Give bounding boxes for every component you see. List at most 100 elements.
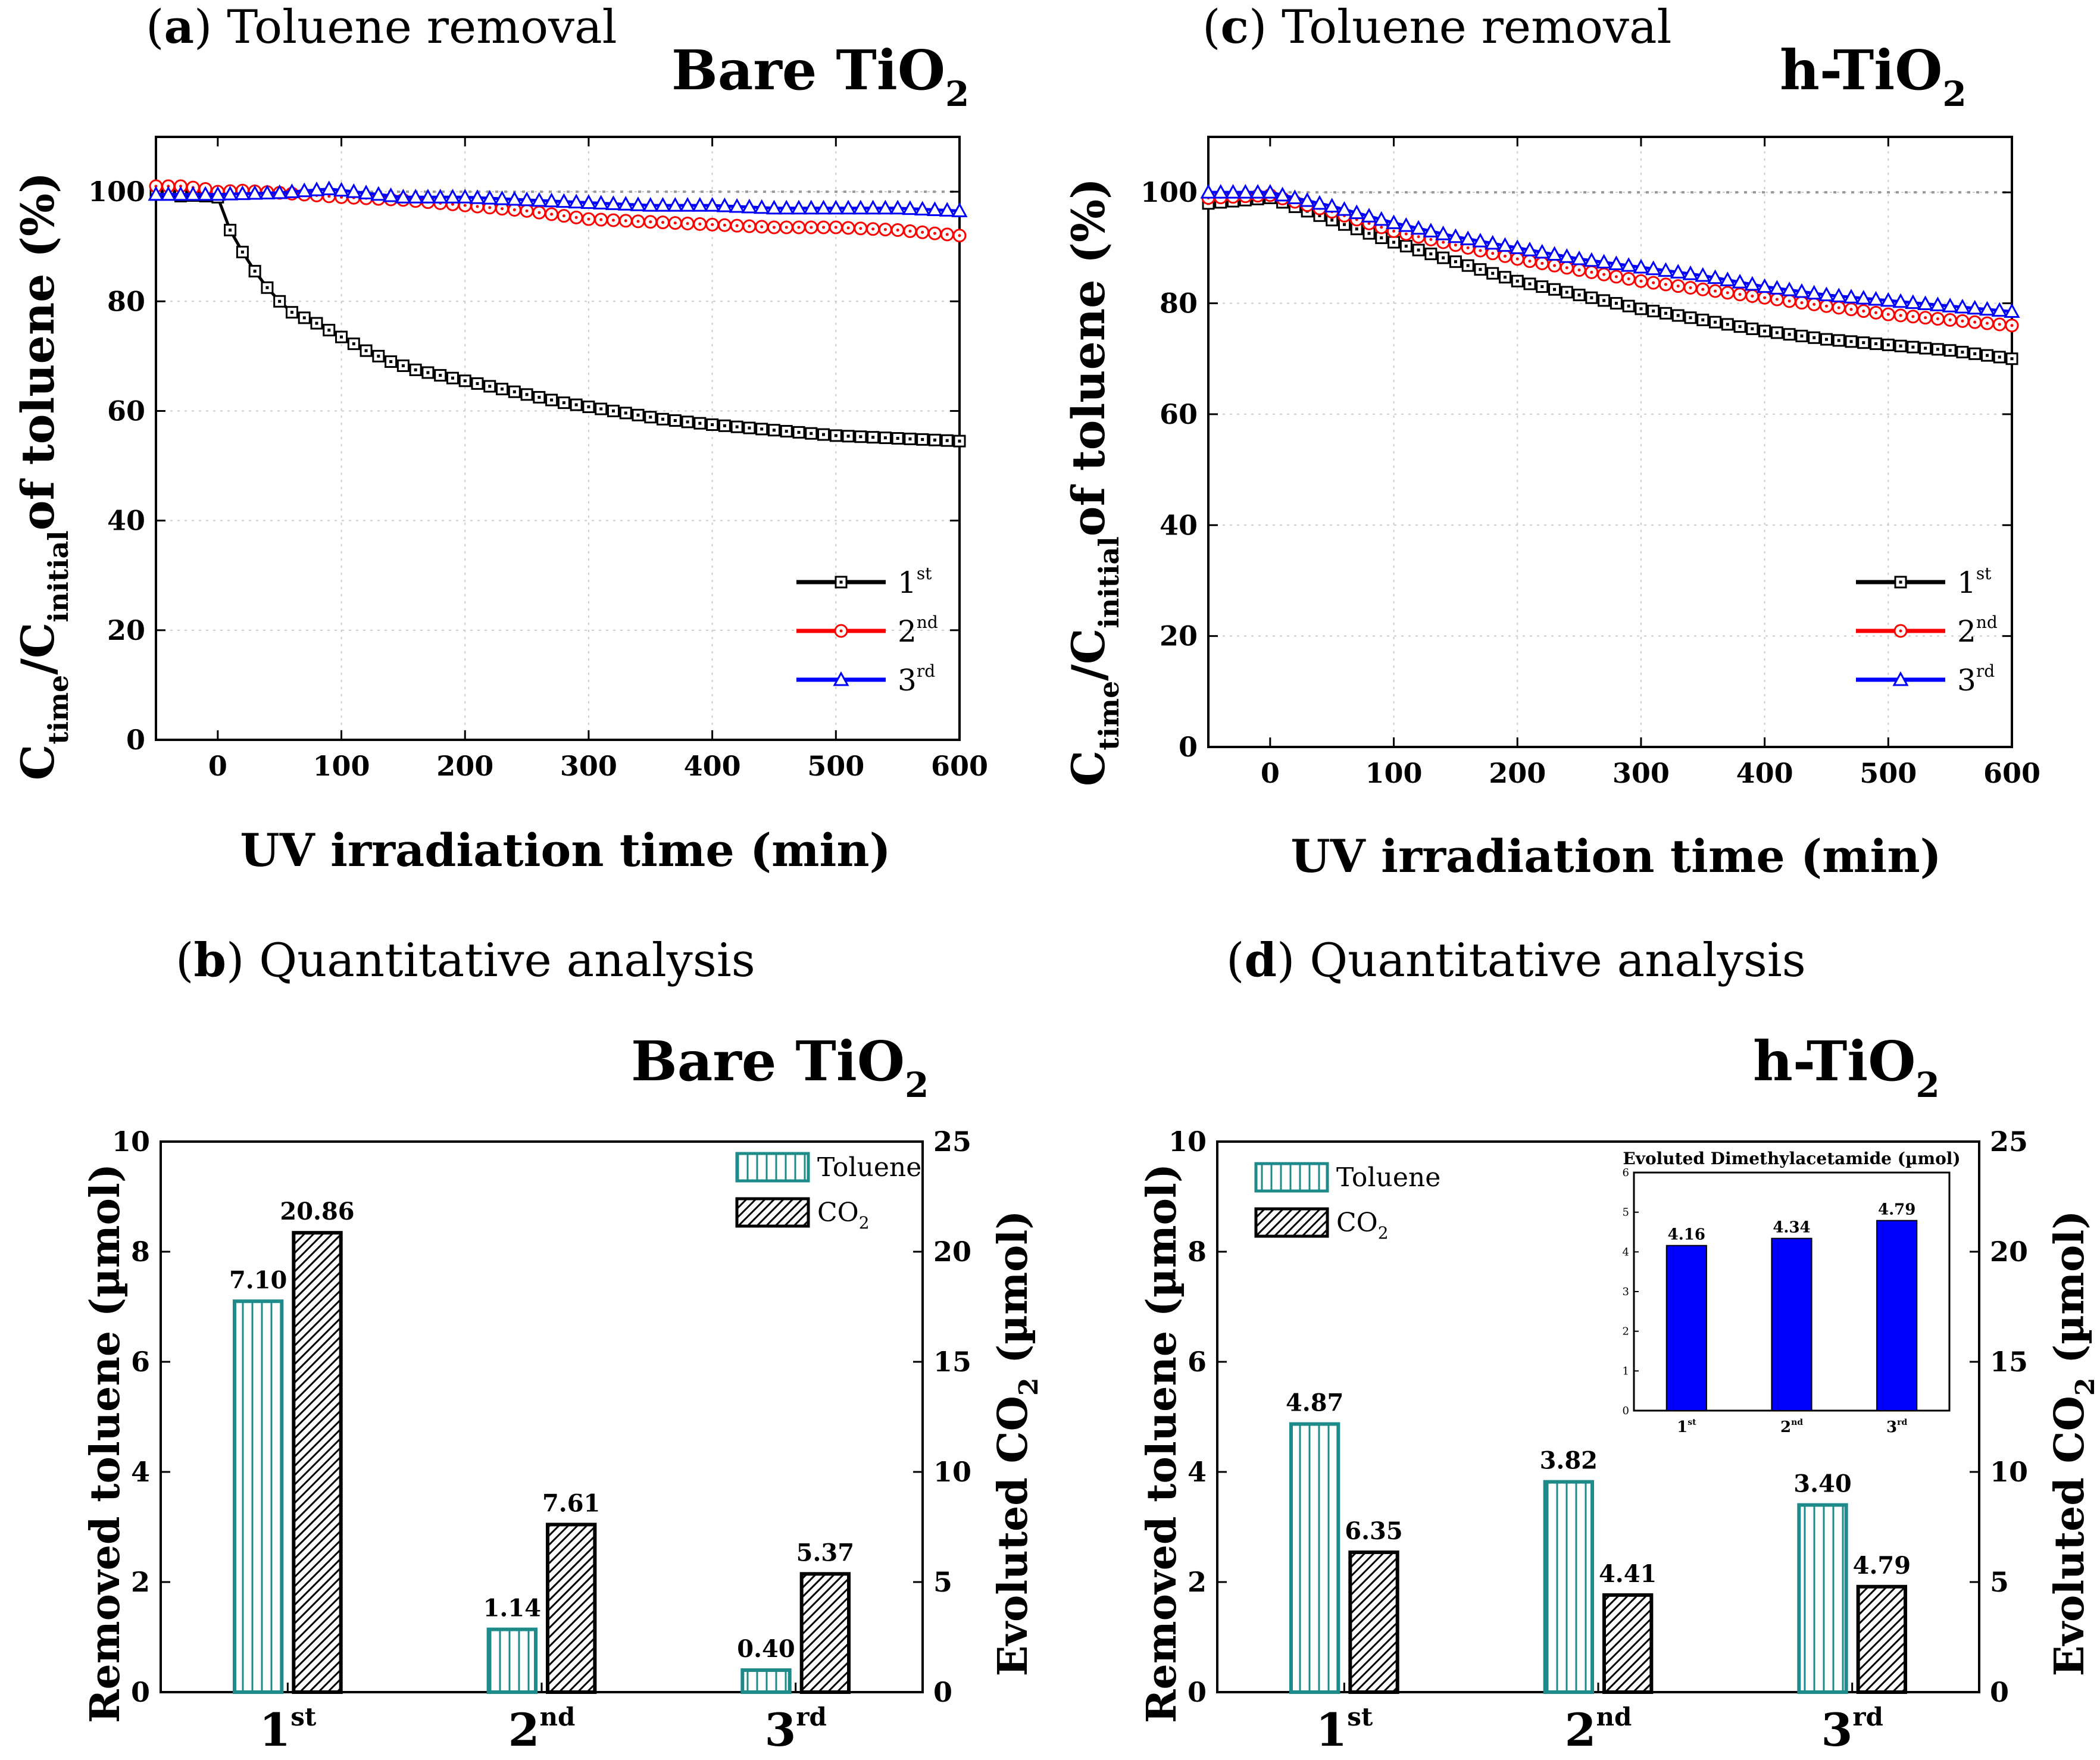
series-1st-point-dot — [1998, 355, 2001, 359]
series-3rd-point — [2004, 303, 2020, 318]
series-1st-point-dot — [673, 419, 677, 423]
series-3rd-point — [1744, 276, 1761, 291]
legend-marker — [833, 671, 849, 686]
series-3rd-point — [765, 199, 782, 215]
series-3rd-point — [865, 199, 882, 215]
data-label-toluene: 7.10 — [229, 1266, 287, 1294]
series-1st-point-dot — [525, 393, 529, 396]
series-1st-point-dot — [501, 387, 504, 391]
series-3rd-point — [494, 190, 511, 205]
series-1st-point-dot — [1824, 337, 1828, 341]
series-2nd-point-dot — [1763, 296, 1767, 299]
series-3rd-point — [1485, 235, 1501, 250]
series-2nd-point-dot — [1800, 301, 1804, 305]
y-tick-label: 4 — [131, 1456, 150, 1488]
series-1st-point-dot — [401, 364, 405, 367]
series-1st-point-dot — [1726, 323, 1729, 326]
y-tick-label: 100 — [88, 176, 145, 208]
series-2nd-point-dot — [711, 223, 714, 226]
inset-x-tick-label: 2nd — [1780, 1418, 1803, 1436]
series-3rd-point — [790, 199, 807, 215]
series-2nd-point-dot — [1528, 260, 1532, 263]
series-3rd-point — [1274, 186, 1291, 202]
series-3rd-point — [432, 189, 449, 204]
series-2nd-point-dot — [1689, 286, 1692, 289]
series-2nd-point-dot — [1911, 315, 1915, 318]
series-3rd-point — [1695, 267, 1711, 282]
series-2nd-point-dot — [723, 223, 726, 227]
series-3rd-point — [345, 183, 362, 198]
series-1st-point-dot — [439, 374, 442, 377]
series-3rd-point — [185, 186, 201, 201]
bar-toluene — [486, 1627, 538, 1695]
x-tick-label: 2nd — [1565, 1702, 1632, 1756]
x-tick-label: 200 — [1489, 757, 1546, 789]
y-tick-label-right: 25 — [933, 1126, 971, 1158]
series-3rd-point — [457, 189, 473, 204]
data-label-toluene: 3.40 — [1793, 1470, 1851, 1498]
series-1st-point-dot — [1886, 343, 1890, 346]
inset-bar — [1665, 1245, 1707, 1412]
series-3rd-point — [531, 192, 548, 207]
series-2nd-point-dot — [1714, 289, 1717, 293]
bar-co2 — [1602, 1593, 1654, 1695]
series-1st-point-dot — [240, 250, 244, 254]
series-3rd-point — [1398, 217, 1414, 232]
series-1st-point-dot — [302, 316, 306, 320]
series-3rd-point — [308, 181, 325, 196]
series-3rd-point — [518, 191, 535, 207]
series-2nd-point-dot — [1404, 232, 1408, 236]
series-1st-point-dot — [785, 430, 788, 433]
panel-c-line-chart: 0 100 200 300 400 500 600 0 20 40 60 80 100 1st 2nd 3rd — [1140, 136, 2040, 789]
series-3rd-point — [1386, 214, 1402, 229]
series-3rd-point — [1460, 230, 1476, 245]
series-1st-point-dot — [1775, 331, 1779, 335]
series-2nd-point-dot — [958, 234, 961, 237]
inset-y-tick-label: 5 — [1623, 1206, 1629, 1219]
x-tick-label: 1st — [259, 1702, 317, 1756]
series-2nd-point-dot — [1479, 249, 1482, 252]
series-3rd-point — [1336, 201, 1352, 216]
series-1st-point-dot — [1491, 271, 1495, 275]
data-label-co2: 5.37 — [796, 1539, 854, 1567]
panel-c-sample: h-TiO2 — [1780, 38, 1967, 114]
series-2nd-point-dot — [1627, 277, 1630, 281]
y-tick-label-right: 10 — [933, 1456, 971, 1488]
series-1st-point-dot — [377, 354, 380, 358]
y-tick-label: 10 — [1168, 1126, 1207, 1158]
panel-d-bar-chart: 024681005101520251st4.876.352nd3.824.413… — [1168, 1126, 2028, 1756]
series-1st-point-dot — [1948, 349, 1952, 352]
series-2nd-point-dot — [1676, 285, 1680, 288]
series-3rd-point — [383, 187, 399, 202]
panel-b-label: (b) Quantitative analysis — [176, 933, 755, 987]
inset-y-tick-label: 4 — [1623, 1246, 1629, 1258]
series-3rd-point — [395, 189, 411, 204]
series-1st-point-dot — [1664, 311, 1667, 315]
series-3rd-point — [630, 196, 646, 211]
series-3rd-point — [741, 198, 758, 214]
y-tick-label: 0 — [131, 1676, 150, 1708]
series-2nd-point-dot — [636, 220, 640, 223]
series-1st-point-dot — [599, 407, 603, 411]
series-3rd-point — [555, 193, 572, 208]
series-3rd-point — [1509, 239, 1526, 254]
series-2nd-point-dot — [1540, 261, 1544, 265]
series-1st-point-dot — [1590, 296, 1593, 299]
series-3rd-point — [1558, 248, 1575, 263]
series-1st-point-dot — [1577, 293, 1581, 297]
x-tick-label: 0 — [1261, 757, 1280, 789]
series-1st-point-dot — [735, 425, 739, 429]
series-3rd-point — [1447, 228, 1464, 243]
bar-co2 — [546, 1523, 597, 1694]
series-2nd-point-dot — [871, 227, 875, 231]
series-2nd-point-dot — [810, 226, 813, 229]
x-tick-label: 400 — [1736, 757, 1793, 789]
series-1st-point-dot — [772, 429, 776, 432]
x-tick-label: 3rd — [764, 1702, 826, 1756]
x-tick-label: 500 — [807, 750, 864, 782]
series-2nd-point-dot — [501, 207, 504, 211]
series-1st-point-dot — [834, 434, 838, 437]
series-3rd-point — [1620, 257, 1637, 272]
data-label-co2: 20.86 — [280, 1198, 354, 1226]
y-tick-label: 2 — [131, 1566, 150, 1598]
